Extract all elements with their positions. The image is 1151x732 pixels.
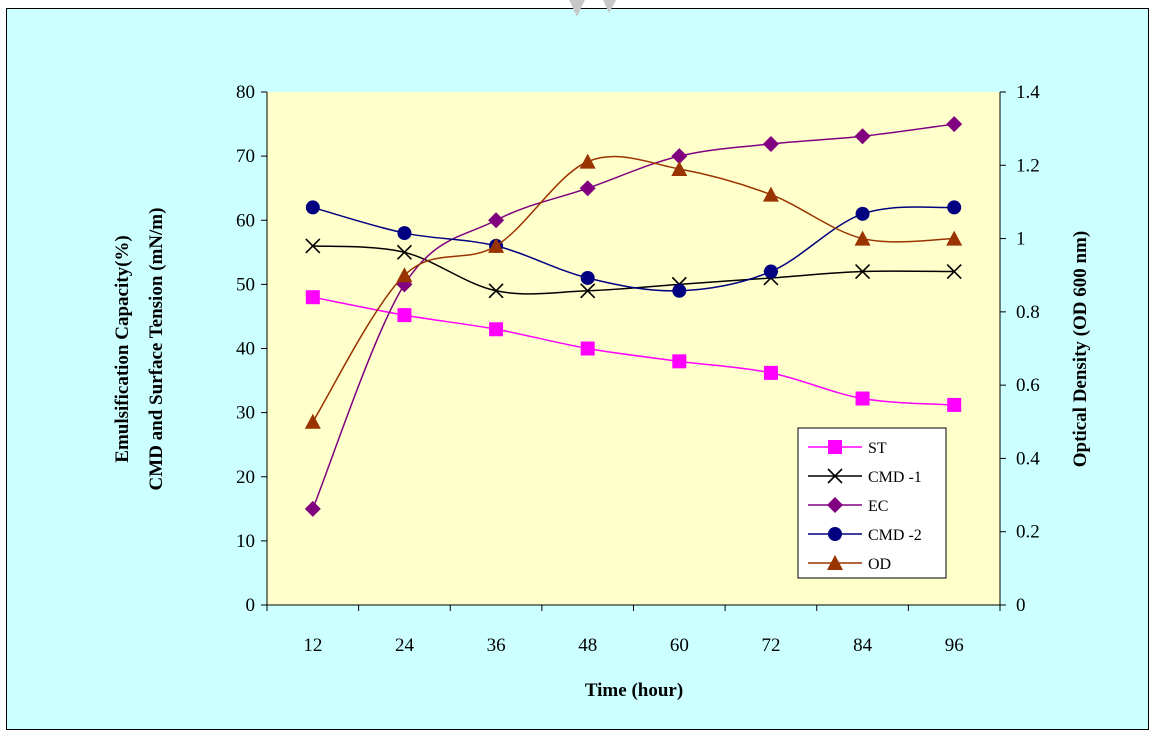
data-point-st — [580, 341, 595, 356]
data-point-od — [579, 153, 596, 169]
data-point-st — [397, 308, 412, 323]
x-tick-label: 96 — [945, 635, 964, 656]
series-od — [304, 153, 963, 429]
x-tick-label: 12 — [303, 635, 322, 656]
y-left-tick-label: 30 — [236, 403, 255, 424]
x-tick-label: 24 — [395, 635, 415, 656]
data-point-cmd2 — [305, 200, 320, 215]
data-point-od — [946, 230, 963, 246]
y-left-tick-label: 40 — [236, 339, 255, 360]
data-point-st — [855, 391, 870, 406]
x-tick-label: 60 — [670, 635, 689, 656]
x-tick-label: 36 — [487, 635, 506, 656]
y-right-axis-title: Optical Density (OD 600 nm) — [1070, 231, 1091, 467]
data-point-cmd2 — [672, 283, 687, 298]
legend-label-ec: EC — [868, 498, 888, 515]
data-point-cmd2 — [763, 264, 778, 279]
y-left-tick-label: 10 — [236, 531, 255, 552]
y-right-tick-label: 1 — [1016, 229, 1026, 250]
series-line-cmd1 — [312, 245, 955, 295]
data-point-cmd1 — [396, 244, 413, 260]
data-point-st — [947, 397, 962, 412]
x-axis-title: Time (hour) — [585, 680, 683, 701]
series-ec — [304, 116, 963, 517]
data-point-cmd1 — [580, 283, 596, 299]
data-point-ec — [762, 135, 779, 152]
data-point-cmd1 — [946, 263, 962, 280]
series-layer — [304, 116, 963, 517]
y-right-tick-label: 0.2 — [1016, 522, 1040, 543]
legend-marker-cmd1 — [827, 468, 843, 484]
watermark-logo — [569, 0, 617, 17]
series-cmd2 — [305, 200, 962, 298]
y-left-tick-label: 0 — [246, 595, 256, 616]
data-point-od — [854, 230, 871, 246]
legend-label-st: ST — [868, 440, 887, 457]
y-right-tick-label: 0 — [1016, 595, 1026, 616]
data-point-ec — [304, 500, 321, 517]
x-tick-label: 72 — [761, 635, 780, 656]
axes — [261, 91, 1006, 611]
y-left-tick-label: 20 — [236, 467, 255, 488]
legend-marker-od — [827, 555, 843, 570]
legend-label-cmd2: CMD -2 — [868, 527, 922, 544]
series-line-cmd2 — [312, 206, 955, 292]
y-left-axis-title-line2: CMD and Surface Tension (mN/m) — [146, 208, 167, 491]
data-point-cmd1 — [854, 263, 871, 280]
data-point-st — [305, 290, 320, 305]
data-point-st — [763, 365, 778, 380]
data-point-st — [672, 354, 687, 369]
legend-label-cmd1: CMD -1 — [868, 469, 922, 486]
y-right-tick-label: 0.8 — [1016, 302, 1040, 323]
y-right-tick-label: 0.6 — [1016, 375, 1040, 396]
x-tick-label: 84 — [853, 635, 873, 656]
y-left-tick-label: 70 — [236, 146, 255, 167]
y-left-axis-title-line1: Emulsification Capacity(%) — [112, 235, 133, 462]
series-line-ec — [312, 123, 955, 510]
data-point-cmd2 — [947, 200, 962, 215]
legend-box — [797, 427, 947, 579]
y-left-tick-label: 50 — [236, 274, 255, 295]
data-point-od — [762, 186, 779, 202]
legend-marker-ec — [827, 497, 843, 513]
data-point-ec — [488, 212, 505, 229]
data-point-cmd2 — [397, 226, 412, 241]
y-left-tick-label: 80 — [236, 82, 255, 103]
data-point-od — [488, 237, 505, 253]
legend-marker-st — [828, 440, 842, 454]
data-point-od — [396, 267, 413, 283]
data-point-cmd2 — [855, 206, 870, 221]
data-point-ec — [671, 148, 688, 165]
y-right-tick-label: 0.4 — [1016, 448, 1040, 469]
data-point-cmd1 — [305, 238, 321, 254]
data-point-od — [671, 160, 688, 176]
data-point-ec — [579, 180, 596, 197]
legend: ST CMD -1 EC CMD -2 OD — [797, 427, 947, 579]
x-tick-label: 48 — [578, 635, 597, 656]
data-point-ec — [854, 128, 871, 145]
series-line-st — [312, 296, 955, 406]
data-point-cmd2 — [580, 270, 595, 285]
tick-labels: 0 10 20 30 40 50 60 70 80 0 0.2 0.4 0.6 0.8 1 1.2 1.4 12 2… — [236, 82, 1040, 656]
data-point-od — [304, 413, 321, 429]
y-right-tick-label: 1.2 — [1016, 155, 1040, 176]
y-left-tick-label: 60 — [236, 210, 255, 231]
series-st — [305, 290, 962, 412]
legend-label-od: OD — [868, 556, 891, 573]
data-point-st — [489, 322, 504, 337]
data-point-cmd1 — [488, 283, 504, 299]
data-point-ec — [946, 116, 963, 133]
legend-marker-cmd2 — [828, 527, 842, 541]
y-right-tick-label: 1.4 — [1016, 82, 1040, 103]
